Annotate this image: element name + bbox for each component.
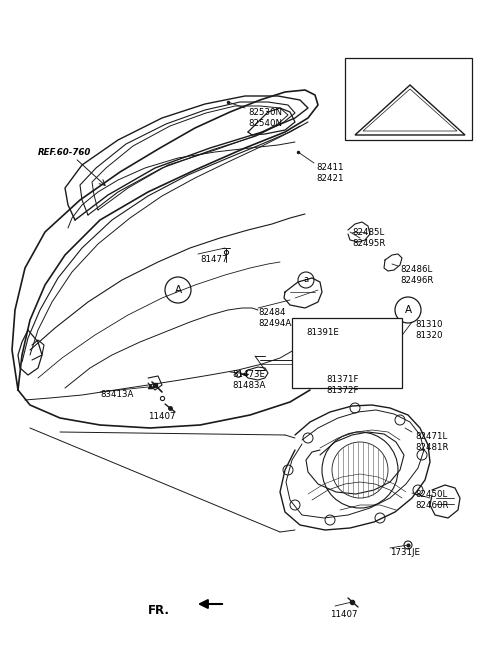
Bar — [292, 318, 402, 388]
Text: 11407: 11407 — [148, 412, 176, 421]
Text: 1731JE: 1731JE — [390, 548, 420, 557]
Text: 81473E
81483A: 81473E 81483A — [232, 370, 265, 390]
Text: 82486L
82496R: 82486L 82496R — [400, 265, 433, 285]
Text: 81391E: 81391E — [306, 328, 339, 337]
Text: 81371F
81372F: 81371F 81372F — [326, 375, 359, 395]
Text: 82450L
82460R: 82450L 82460R — [415, 490, 448, 510]
Text: 82411
82421: 82411 82421 — [316, 163, 344, 183]
Text: 83413A: 83413A — [100, 390, 133, 399]
Text: 82484
82494A: 82484 82494A — [258, 308, 291, 328]
Text: REF.60-760: REF.60-760 — [38, 148, 91, 157]
Text: a: a — [303, 276, 309, 284]
Text: A: A — [174, 285, 181, 295]
Bar — [345, 58, 472, 140]
Text: FR.: FR. — [148, 604, 170, 617]
Text: A: A — [405, 305, 411, 315]
Text: 82530N
82540N: 82530N 82540N — [248, 108, 282, 128]
Text: 11407: 11407 — [330, 610, 358, 619]
Text: 96111A: 96111A — [372, 65, 412, 75]
Text: 82485L
82495R: 82485L 82495R — [352, 228, 385, 248]
Text: 82471L
82481R: 82471L 82481R — [415, 432, 448, 452]
Text: a: a — [355, 66, 360, 75]
Text: 81477: 81477 — [200, 255, 228, 264]
Text: 81310
81320: 81310 81320 — [415, 320, 443, 340]
